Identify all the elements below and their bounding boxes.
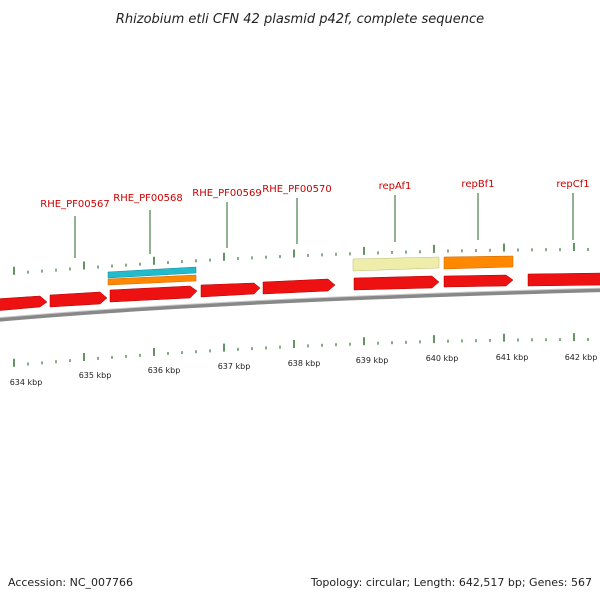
label-leaders (74, 193, 574, 258)
kbp-label-641: 641 kbp (496, 353, 529, 362)
gene-arrow-rhe-pf00568[interactable] (109, 285, 198, 303)
gene-label-repbf1[interactable]: repBf1 (461, 179, 494, 190)
scale-tick-row (13, 333, 589, 367)
kbp-label-639: 639 kbp (356, 356, 389, 365)
gene-arrow-repaf1[interactable] (353, 275, 440, 291)
gene-label-rhe-pf00570[interactable]: RHE_PF00570 (262, 184, 331, 195)
accession-text: Accession: NC_007766 (8, 576, 133, 589)
scale-labels: 634 kbp 635 kbp 636 kbp 637 kbp 638 kbp … (10, 353, 598, 387)
kbp-label-640: 640 kbp (426, 354, 459, 363)
feature-bars (107, 255, 514, 286)
topology-summary: Topology: circular; Length: 642,517 bp; … (310, 576, 592, 589)
gene-track (0, 272, 600, 311)
kbp-label-636: 636 kbp (148, 366, 181, 375)
feature-bar-orange[interactable] (107, 274, 197, 286)
gene-label-repcf1[interactable]: repCf1 (556, 179, 589, 190)
kbp-label-642: 642 kbp (565, 353, 598, 362)
map-title: Rhizobium etli CFN 42 plasmid p42f, comp… (116, 12, 484, 27)
gene-arrow-repcf1[interactable] (527, 272, 600, 287)
gene-arrow[interactable] (0, 295, 48, 311)
gene-arrow-rhe-pf00569[interactable] (200, 282, 261, 298)
plasmid-backbone-highlight (0, 287, 600, 319)
kbp-label-638: 638 kbp (288, 359, 321, 368)
gene-label-rhe-pf00567[interactable]: RHE_PF00567 (40, 199, 109, 210)
gene-arrow-rhe-pf00567[interactable] (49, 291, 108, 308)
feature-bar-orange-repbf1[interactable] (443, 255, 514, 270)
gene-labels: RHE_PF00567 RHE_PF00568 RHE_PF00569 RHE_… (40, 179, 589, 210)
gene-label-rhe-pf00569[interactable]: RHE_PF00569 (192, 188, 261, 199)
gene-label-repaf1[interactable]: repAf1 (379, 181, 412, 192)
plasmid-backbone (0, 288, 600, 322)
outer-tick-row (13, 243, 589, 275)
gene-arrow-rhe-pf00570[interactable] (262, 278, 336, 295)
kbp-label-634: 634 kbp (10, 378, 43, 387)
feature-bar-cyan[interactable] (107, 266, 197, 279)
gene-label-rhe-pf00568[interactable]: RHE_PF00568 (113, 193, 182, 204)
feature-bar-pale-repaf1[interactable] (352, 256, 440, 272)
kbp-label-637: 637 kbp (218, 362, 251, 371)
kbp-label-635: 635 kbp (79, 371, 112, 380)
gene-arrow-repbf1[interactable] (443, 274, 514, 288)
